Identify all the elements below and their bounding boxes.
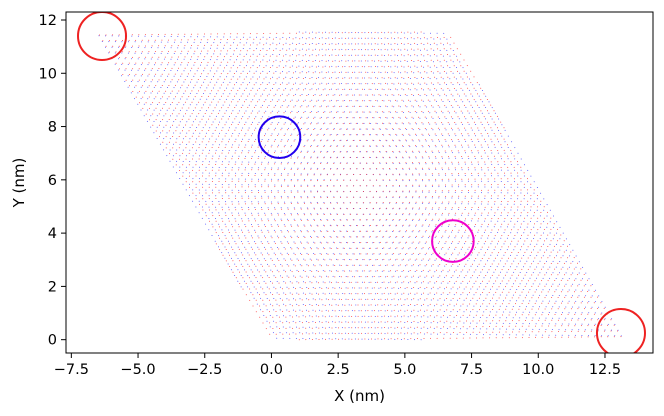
x-axis-ticks: −7.5 −5.0 −2.5 0.0 2.5 5.0 7.5 10.0 12.5 — [54, 353, 621, 378]
x-tick-label: −5.0 — [120, 362, 155, 378]
y-tick-label: 12 — [39, 13, 57, 29]
y-tick-label: 4 — [48, 226, 57, 242]
x-tick-label: 7.5 — [460, 362, 483, 378]
plot-frame — [65, 11, 654, 354]
y-tick-label: 6 — [48, 173, 57, 189]
y-tick-label: 0 — [48, 333, 57, 349]
y-tick-label: 8 — [48, 120, 57, 136]
y-tick-label: 10 — [39, 66, 57, 82]
x-tick-label: −7.5 — [54, 362, 89, 378]
x-tick-label: −2.5 — [187, 362, 222, 378]
lattice-series-2 — [99, 31, 622, 341]
highlight-circle-4 — [431, 219, 475, 263]
plot-background — [66, 12, 653, 353]
highlight-circle-3 — [257, 115, 302, 160]
y-axis-label: Y (nm) — [10, 158, 28, 209]
x-tick-label: 5.0 — [393, 362, 416, 378]
highlight-circle-1 — [77, 12, 128, 61]
highlight-circle-2 — [595, 308, 646, 353]
x-tick-label: 10.0 — [522, 362, 554, 378]
x-tick-label: 2.5 — [327, 362, 350, 378]
lattice-series-1 — [98, 31, 622, 341]
x-tick-label: 0.0 — [260, 362, 283, 378]
y-tick-label: 2 — [48, 279, 57, 295]
x-axis-label: X (nm) — [334, 387, 385, 405]
highlight-circles — [77, 12, 646, 353]
lattice-points — [98, 31, 622, 341]
x-tick-label: 12.5 — [589, 362, 621, 378]
y-axis-ticks: 0 2 4 6 8 10 12 — [39, 13, 66, 349]
